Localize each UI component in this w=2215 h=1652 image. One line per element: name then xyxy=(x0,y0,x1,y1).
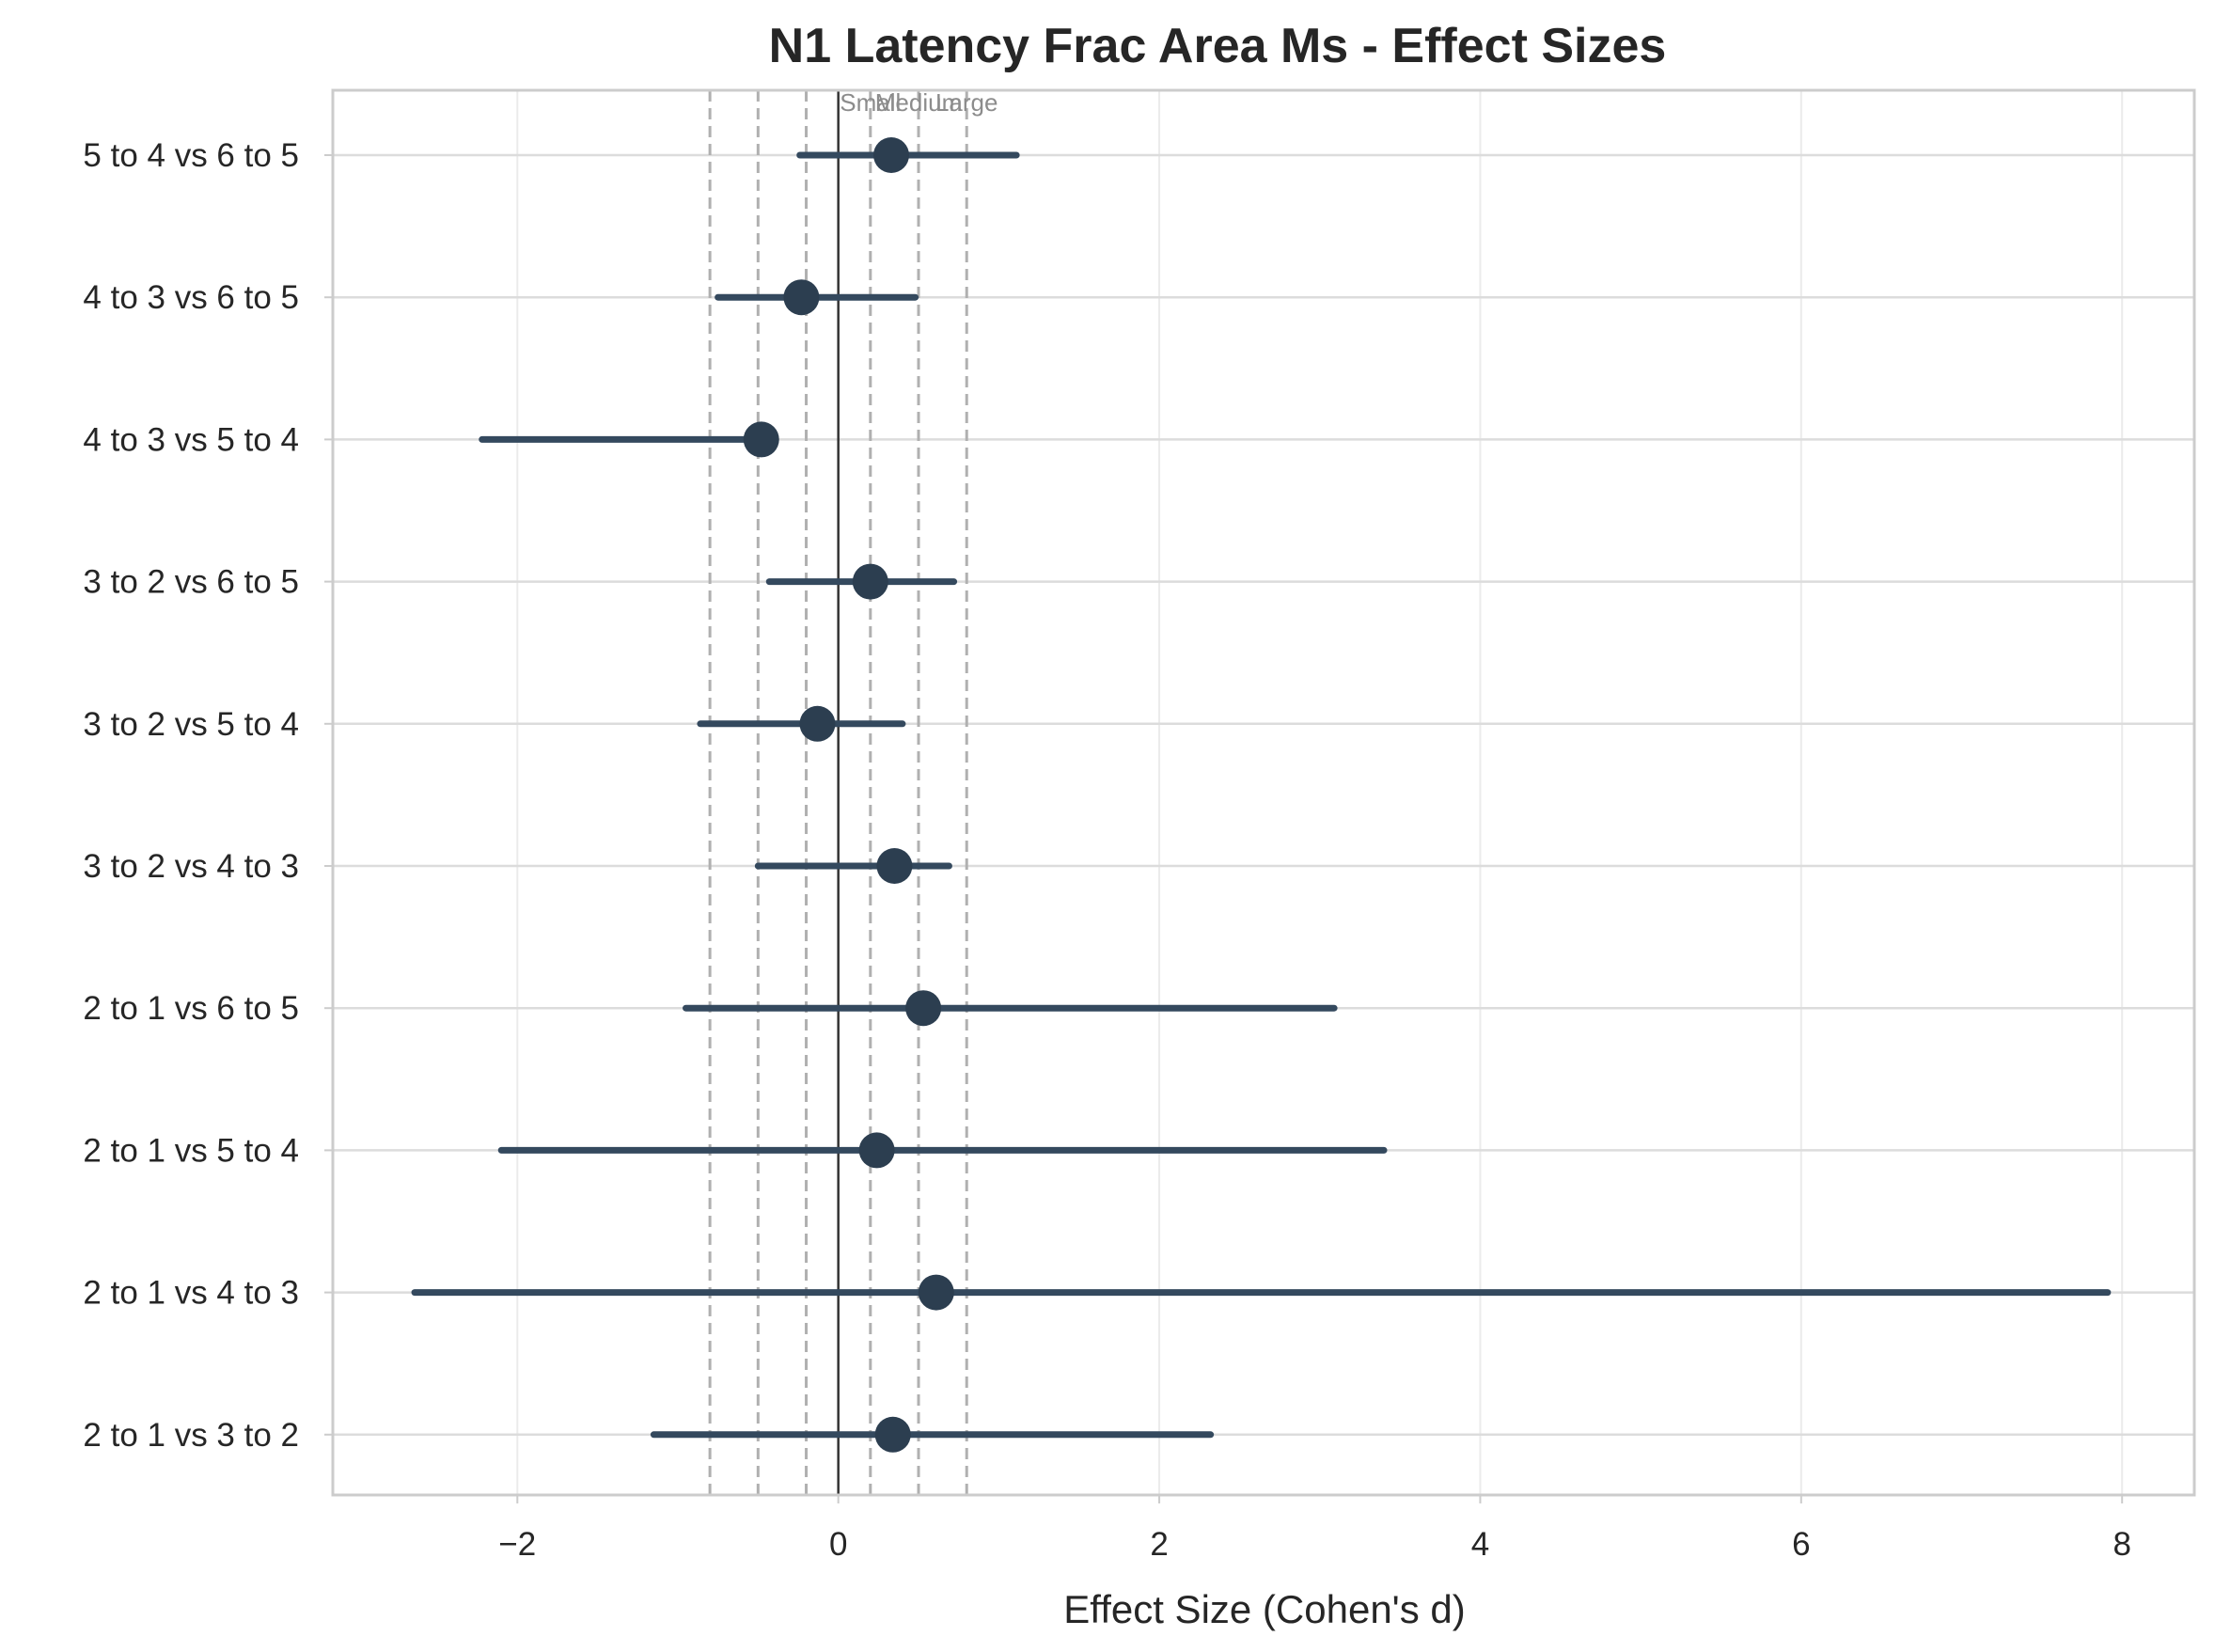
effect-size-point xyxy=(905,990,942,1027)
effect-size-point xyxy=(799,705,836,742)
effect-size-point xyxy=(783,279,820,316)
x-tick-label: 2 xyxy=(1150,1526,1168,1563)
effect-size-point xyxy=(852,563,888,600)
effect-size-point xyxy=(873,137,909,173)
plot-frame xyxy=(331,88,2196,1497)
y-tick-label: 4 to 3 vs 6 to 5 xyxy=(83,279,299,316)
y-tick-label: 3 to 2 vs 5 to 4 xyxy=(83,706,299,743)
y-tick-label: 2 to 1 vs 4 to 3 xyxy=(83,1275,299,1312)
y-tick-label: 4 to 3 vs 5 to 4 xyxy=(83,421,299,458)
threshold-label: Small xyxy=(840,88,901,117)
y-tick-label: 5 to 4 vs 6 to 5 xyxy=(83,137,299,174)
effect-size-point xyxy=(918,1274,954,1311)
x-tick-label: 4 xyxy=(1471,1526,1489,1563)
y-tick-label: 3 to 2 vs 4 to 3 xyxy=(83,848,299,885)
threshold-label: Large xyxy=(935,88,998,117)
axis-layer: −2 0 2 4 6 8 5 to 4 vs 6 to 5 4 to 3 vs 6 to 5 4… xyxy=(83,88,2196,1563)
effect-size-point xyxy=(858,1132,895,1169)
y-tick-label: 2 to 1 vs 3 to 2 xyxy=(83,1417,299,1454)
y-tick-label: 2 to 1 vs 5 to 4 xyxy=(83,1132,299,1169)
threshold-label: Medium xyxy=(875,88,962,117)
effect-size-point xyxy=(874,1416,911,1453)
y-tick-label: 3 to 2 vs 6 to 5 xyxy=(83,564,299,601)
chart-title: N1 Latency Frac Area Ms - Effect Sizes xyxy=(769,19,1667,73)
effect-size-point xyxy=(876,848,913,884)
x-tick-label: 6 xyxy=(1792,1526,1810,1563)
effect-size-point xyxy=(743,421,779,458)
grid-layer xyxy=(333,90,2194,1495)
x-tick-label: 8 xyxy=(2113,1526,2130,1563)
y-tick-label: 2 to 1 vs 6 to 5 xyxy=(83,990,299,1027)
x-axis-label: Effect Size (Cohen's d) xyxy=(1063,1587,1465,1631)
data-layer xyxy=(411,137,2112,1453)
x-tick-label: −2 xyxy=(498,1526,536,1563)
x-tick-label: 0 xyxy=(829,1526,847,1563)
